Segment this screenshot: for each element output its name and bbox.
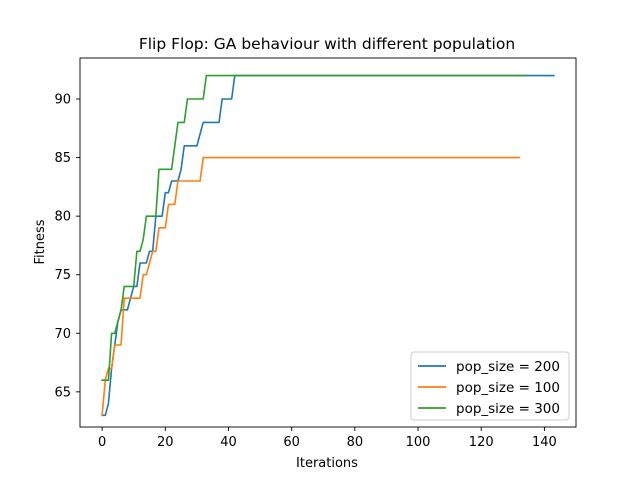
x-tick-label: 40: [220, 435, 237, 450]
x-tick-label: 20: [157, 435, 174, 450]
x-tick-label: 60: [283, 435, 300, 450]
series-line-2: [101, 156, 520, 417]
x-tick-label: 80: [347, 435, 364, 450]
x-axis-ticks: 0 20 40 60 80 100 120 140: [98, 427, 557, 450]
y-tick-label: 85: [54, 151, 71, 166]
series-line-3: [101, 74, 527, 381]
y-tick-label: 70: [54, 327, 71, 342]
y-tick-label: 65: [54, 385, 71, 400]
y-tick-label: 90: [54, 93, 71, 108]
series-line-1: [101, 74, 555, 417]
legend-label-2: pop_size = 100: [456, 380, 560, 396]
y-tick-label: 75: [54, 268, 71, 283]
legend-label-3: pop_size = 300: [456, 401, 560, 417]
plot-lines: [101, 74, 555, 417]
x-tick-label: 140: [532, 435, 557, 450]
y-tick-label: 80: [54, 210, 71, 225]
legend-label-1: pop_size = 200: [456, 359, 560, 375]
plot-frame: [79, 57, 577, 428]
y-axis-label: Fitness: [33, 219, 48, 264]
x-axis-label: Iterations: [296, 456, 358, 471]
x-tick-label: 100: [406, 435, 431, 450]
chart-title: Flip Flop: GA behaviour with different p…: [139, 35, 515, 53]
legend-box: [410, 351, 570, 421]
x-tick-label: 0: [98, 435, 106, 450]
x-tick-label: 120: [469, 435, 494, 450]
y-axis-ticks: 65 70 75 80 85 90: [54, 93, 80, 400]
legend: pop_size = 200 pop_size = 100 pop_size = 3…: [410, 351, 570, 421]
